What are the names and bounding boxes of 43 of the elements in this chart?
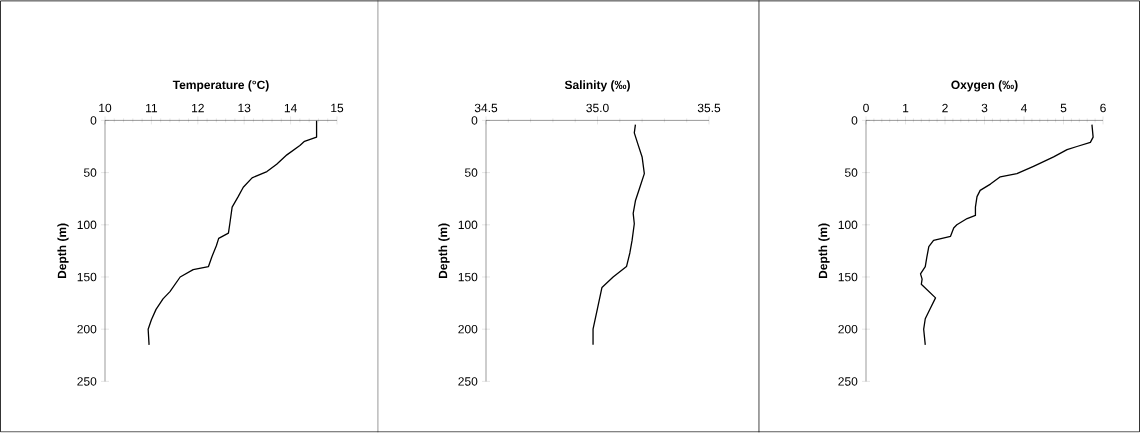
- x-tick-label: 1: [903, 104, 909, 113]
- y-tick-label: 100: [838, 220, 858, 230]
- x-axis-title: Temperature (°C): [172, 80, 269, 92]
- y-tick-label: 150: [77, 272, 97, 282]
- x-tick-label: 4: [1020, 104, 1027, 113]
- y-tick-label: 100: [458, 220, 478, 230]
- x-tick-label: 6: [1100, 103, 1106, 113]
- y-tick-label: 200: [838, 325, 858, 334]
- y-tick-label: 0: [851, 116, 858, 125]
- y-axis-title: Depth (m): [818, 223, 830, 279]
- x-axis-title: Salinity (‰): [564, 80, 630, 92]
- y-tick-label: 0: [471, 116, 478, 125]
- x-tick-label: 0: [863, 103, 869, 113]
- x-tick-label: 35.5: [697, 103, 721, 113]
- x-tick-label: 13: [238, 103, 251, 113]
- x-tick-label: 14: [284, 104, 297, 113]
- y-axis-title: Depth (m): [57, 223, 69, 279]
- y-tick-label: 200: [458, 325, 478, 334]
- y-tick-label: 250: [838, 377, 858, 386]
- x-tick-label: 34.5: [474, 103, 498, 113]
- y-tick-label: 250: [77, 377, 97, 386]
- line-series: [919, 124, 1094, 346]
- y-axis-title: Depth (m): [438, 223, 450, 279]
- x-tick-label: 35.0: [586, 103, 609, 113]
- x-tick-label: 3: [981, 103, 988, 113]
- x-tick-label: 10: [99, 103, 112, 113]
- y-tick-label: 200: [77, 325, 97, 334]
- x-tick-label: 5: [1060, 103, 1067, 113]
- y-tick-label: 150: [838, 272, 858, 282]
- y-tick-label: 250: [458, 377, 478, 386]
- y-tick-label: 150: [458, 272, 478, 282]
- line-series: [147, 120, 318, 346]
- x-tick-label: 12: [192, 103, 204, 113]
- x-tick-label: 2: [942, 103, 948, 113]
- x-tick-label: 11: [146, 104, 158, 113]
- y-tick-label: 50: [464, 168, 478, 177]
- y-tick-label: 50: [844, 168, 858, 177]
- line-series: [592, 124, 645, 346]
- x-axis-title: Oxygen (‰): [951, 80, 1018, 92]
- x-tick-label: 15: [331, 103, 344, 113]
- y-tick-label: 0: [90, 116, 97, 125]
- y-tick-label: 50: [83, 168, 97, 177]
- y-tick-label: 100: [77, 220, 97, 230]
